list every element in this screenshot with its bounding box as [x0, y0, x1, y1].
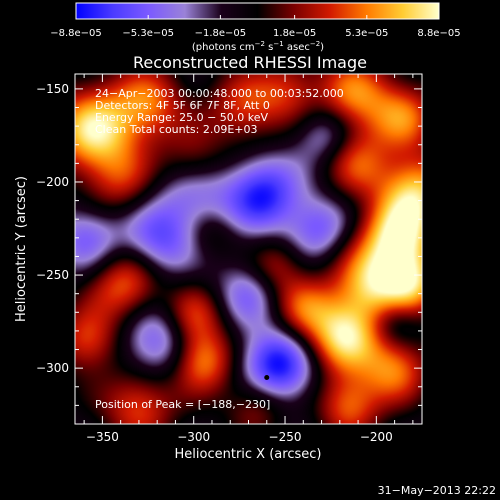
colorbar-ticks: −8.8e−05 −5.3e−05 −1.8e−05 1.8e−05 5.3e−05 8.… — [50, 15, 461, 39]
y-tick-label: −200 — [36, 175, 69, 189]
y-axis-title: Heliocentric Y (arcsec) — [14, 176, 29, 322]
peak-position-label: Position of Peak = [−188,−230] — [95, 398, 270, 411]
x-tick-label: −350 — [86, 430, 119, 444]
y-tick-label: −150 — [36, 82, 69, 96]
colorbar-tick-label: 1.8e−05 — [273, 28, 316, 39]
annotation-energy-range: Energy Range: 25.0 − 50.0 keV — [95, 111, 269, 124]
x-axis-title: Heliocentric X (arcsec) — [175, 447, 322, 462]
annotation-time-range: 24−Apr−2003 00:00:48.000 to 00:03:52.000 — [95, 87, 344, 100]
plot-title: Reconstructed RHESSI Image — [133, 53, 367, 72]
x-tick-label: −250 — [269, 430, 302, 444]
heatmap-image — [75, 74, 422, 424]
colorbar-tick-label: 8.8e−05 — [417, 28, 460, 39]
colorbar-tick-label: −8.8e−05 — [50, 28, 102, 39]
footer-timestamp: 31−May−2013 22:22 — [378, 484, 496, 497]
colorbar-gradient — [75, 2, 440, 20]
colorbar: −8.8e−05 −5.3e−05 −1.8e−05 1.8e−05 5.3e−05 8.… — [50, 2, 461, 53]
peak-marker — [264, 374, 270, 380]
annotation-detectors: Detectors: 4F 5F 6F 7F 8F, Att 0 — [95, 99, 270, 112]
colorbar-tick-label: 5.3e−05 — [345, 28, 388, 39]
colorbar-tick-label: −1.8e−05 — [195, 28, 247, 39]
x-tick-label: −300 — [177, 430, 210, 444]
info-annotations: 24−Apr−2003 00:00:48.000 to 00:03:52.000… — [95, 87, 344, 136]
colorbar-unit-label: (photons cm−2 s−1 asec−2) — [192, 40, 324, 53]
x-axis: −350 −300 −250 −200 — [83, 74, 414, 444]
annotation-counts: Clean Total counts: 2.09E+03 — [95, 123, 258, 136]
y-tick-label: −300 — [36, 361, 69, 375]
y-axis: −150 −200 −250 −300 — [36, 82, 422, 425]
heatmap-container — [75, 74, 422, 424]
y-tick-label: −250 — [36, 268, 69, 282]
colorbar-tick-label: −5.3e−05 — [122, 28, 174, 39]
x-tick-label: −200 — [360, 430, 393, 444]
